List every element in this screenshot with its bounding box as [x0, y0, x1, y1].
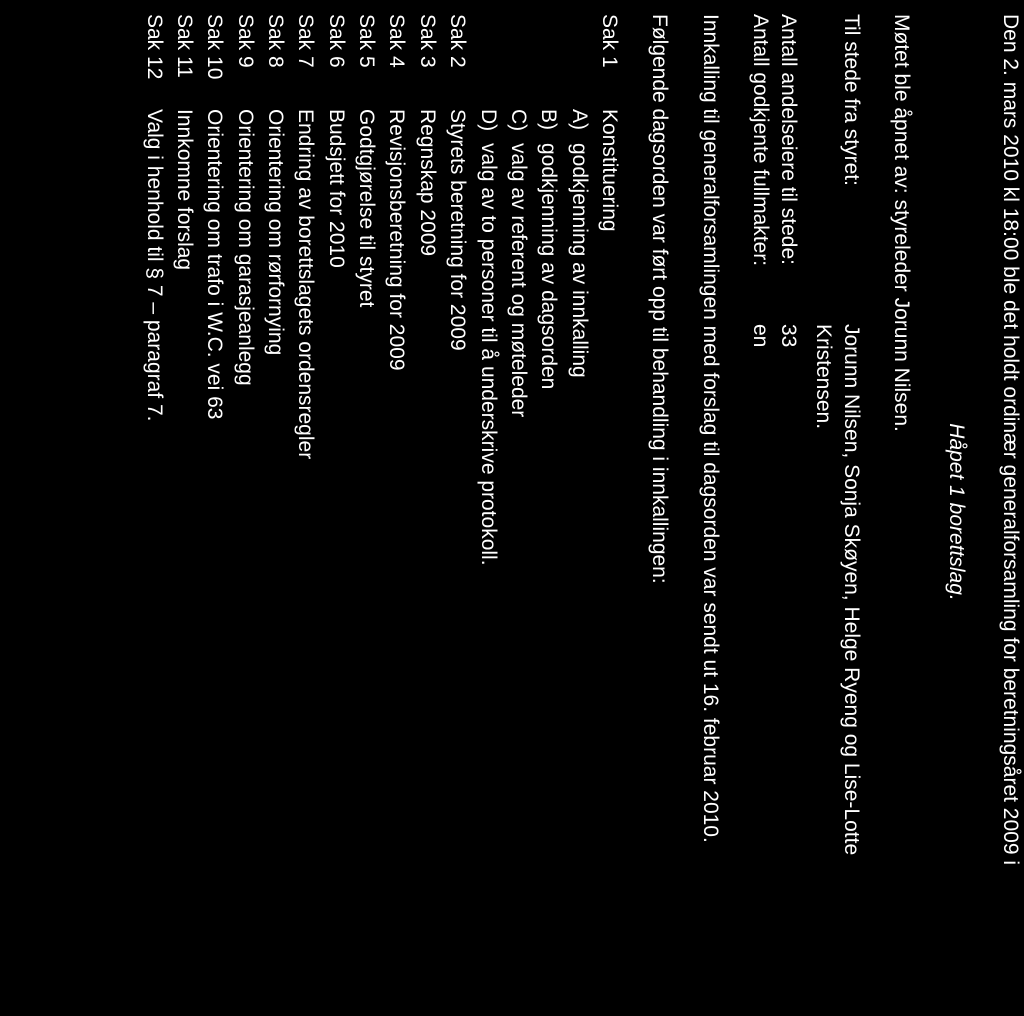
- proxy-row: Antall godkjente fullmakter: en: [746, 14, 774, 1010]
- sak-1-num: Sak 1: [595, 14, 623, 109]
- sak-1-row: Sak 1 Konstituering: [595, 14, 623, 1010]
- present-row-1: Til stede fra styret: Jorunn Nilsen, Son…: [837, 14, 865, 1010]
- sak-12-text: Valg i henhold til § 7 – paragraf 7.: [139, 109, 167, 1010]
- sak-1-c-row: C) valg av referent og møteleder: [504, 14, 532, 1010]
- sak-3-row: Sak 3 Regnskap 2009: [413, 14, 441, 1010]
- sak-1-b-text: godkjenning av dagsorden: [534, 143, 562, 1010]
- present-label-blank: [808, 14, 836, 324]
- sak-6-row: Sak 6 Budsjett for 2010: [321, 14, 349, 1010]
- sak-12-row: Sak 12 Valg i henhold til § 7 – paragraf…: [139, 14, 167, 1010]
- sak-4-row: Sak 4 Revisjonsberetning for 2009: [382, 14, 410, 1010]
- present-value-line1: Jorunn Nilsen, Sonja Skøyen, Helge Ryeng…: [837, 324, 865, 855]
- owners-value: 33: [774, 324, 802, 347]
- sak-6-text: Budsjett for 2010: [321, 109, 349, 1010]
- sak-4-text: Revisjonsberetning for 2009: [382, 109, 410, 1010]
- sak-5-text: Godtgjørelse til styret: [352, 109, 380, 1010]
- sak-1-d-letter: D): [473, 109, 501, 143]
- sak-10-row: Sak 10 Orientering om trafo i W.C. vei 6…: [200, 14, 228, 1010]
- sak-3-text: Regnskap 2009: [413, 109, 441, 1010]
- sak-7-text: Endring av borettslagets ordensregler: [291, 109, 319, 1010]
- sak-12-num: Sak 12: [139, 14, 167, 109]
- sak-9-row: Sak 9 Orientering om garasjeanlegg: [230, 14, 258, 1010]
- proxy-value: en: [746, 324, 774, 347]
- sak-5-row: Sak 5 Godtgjørelse til styret: [352, 14, 380, 1010]
- sak-10-text: Orientering om trafo i W.C. vei 63: [200, 109, 228, 1010]
- sak-1-c-letter: C): [504, 109, 532, 143]
- sak-1-b-letter: B): [534, 109, 562, 143]
- sak-1-a-letter: A): [564, 109, 592, 143]
- sak-1-a-text: godkjenning av innkalling: [564, 143, 592, 1010]
- present-value-line2: Kristensen.: [808, 324, 836, 429]
- sak-7-num: Sak 7: [291, 14, 319, 109]
- sak-11-row: Sak 11 Innkomne forslag: [170, 14, 198, 1010]
- intro-line: Den 2. mars 2010 kl 18:00 ble det holdt …: [996, 14, 1024, 1010]
- innkalling-line: Innkalling til generalforsamlingen med f…: [695, 14, 723, 1010]
- sak-1-c-text: valg av referent og møteleder: [504, 143, 532, 1010]
- sak-2-text: Styrets beretning for 2009: [443, 109, 471, 1010]
- sak-6-num: Sak 6: [321, 14, 349, 109]
- association-name: Håpet 1 borettslag.: [941, 14, 969, 1010]
- sak-11-num: Sak 11: [170, 14, 198, 109]
- sak-11-text: Innkomne forslag: [170, 109, 198, 1010]
- sak-8-row: Sak 8 Orientering om rørfornying: [261, 14, 289, 1010]
- sak-5-num: Sak 5: [352, 14, 380, 109]
- sak-1-a-row: A) godkjenning av innkalling: [564, 14, 592, 1010]
- sak-8-num: Sak 8: [261, 14, 289, 109]
- sak-9-num: Sak 9: [230, 14, 258, 109]
- owners-row: Antall andelseiere til stede: 33: [774, 14, 802, 1010]
- opened-by-line: Møtet ble åpnet av: styreleder Jorunn Ni…: [887, 14, 915, 1010]
- sak-7-row: Sak 7 Endring av borettslagets ordensreg…: [291, 14, 319, 1010]
- dagsorden-line: Følgende dagsorden var ført opp til beha…: [645, 14, 673, 1010]
- document-page: Den 2. mars 2010 kl 18:00 ble det holdt …: [8, 0, 1024, 1016]
- sak-1-d-row: D) valg av to personer til å underskrive…: [473, 14, 501, 1010]
- sak-9-text: Orientering om garasjeanlegg: [230, 109, 258, 1010]
- present-label: Til stede fra styret:: [837, 14, 865, 324]
- sak-1-b-row: B) godkjenning av dagsorden: [534, 14, 562, 1010]
- proxy-label: Antall godkjente fullmakter:: [746, 14, 774, 324]
- owners-label: Antall andelseiere til stede:: [774, 14, 802, 324]
- sak-4-num: Sak 4: [382, 14, 410, 109]
- sak-8-text: Orientering om rørfornying: [261, 109, 289, 1010]
- sak-1-d-text: valg av to personer til å underskrive pr…: [473, 143, 501, 1010]
- sak-3-num: Sak 3: [413, 14, 441, 109]
- sak-2-row: Sak 2 Styrets beretning for 2009: [443, 14, 471, 1010]
- present-row-2: Kristensen.: [808, 14, 836, 1010]
- sak-2-num: Sak 2: [443, 14, 471, 109]
- sak-1-text: Konstituering: [595, 109, 623, 1010]
- sak-10-num: Sak 10: [200, 14, 228, 109]
